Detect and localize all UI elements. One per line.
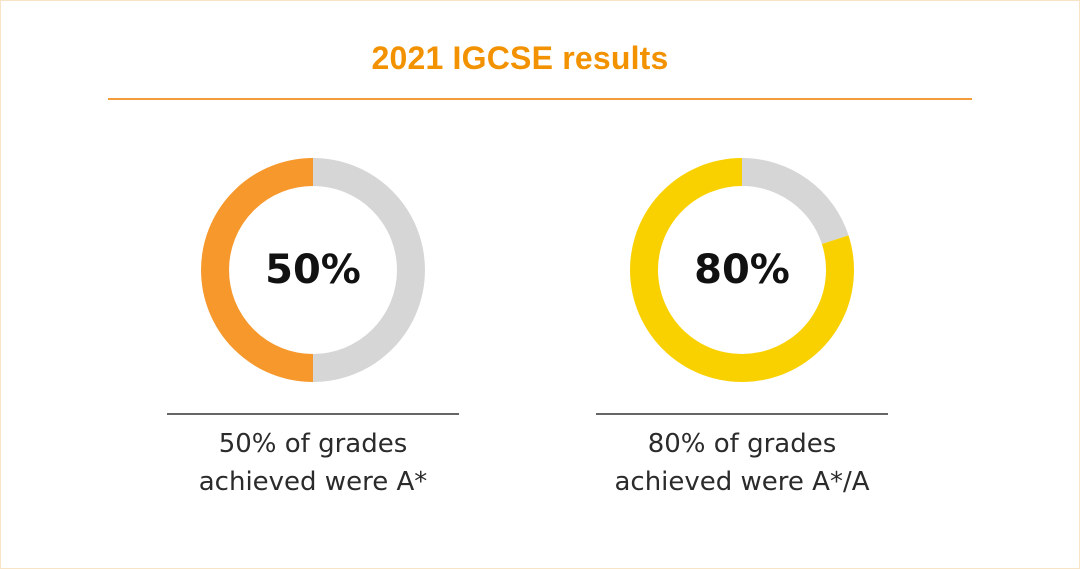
caption-line-2: achieved were A*: [198, 467, 428, 497]
caption: 50% of grades achieved were A*: [163, 425, 463, 501]
result-panel-a-star: 50% 50% of grades achieved were A*: [163, 140, 463, 510]
caption-divider: [596, 413, 888, 415]
donut-center-value: 80%: [694, 247, 790, 293]
result-panel-a-star-a: 80% 80% of grades achieved were A*/A: [592, 140, 892, 510]
donut-segment-remainder: [741, 158, 849, 245]
donut-chart-a-star: 50%: [201, 158, 425, 382]
donut-segment-value: [201, 158, 314, 382]
donut-center-value: 50%: [265, 247, 361, 293]
donut-segment-value: [630, 158, 854, 382]
donut-arcs: [630, 158, 854, 382]
caption: 80% of grades achieved were A*/A: [592, 425, 892, 501]
donut-arcs: [201, 158, 425, 382]
donut-chart-a-star-a: 80%: [630, 158, 854, 382]
caption-line-1: 80% of grades: [647, 429, 837, 459]
title-divider: [108, 98, 972, 100]
donut-segment-remainder: [312, 158, 425, 382]
page-title: 2021 IGCSE results: [371, 40, 669, 76]
caption-line-1: 50% of grades: [218, 429, 408, 459]
caption-line-2: achieved were A*/A: [614, 467, 870, 497]
caption-divider: [167, 413, 459, 415]
